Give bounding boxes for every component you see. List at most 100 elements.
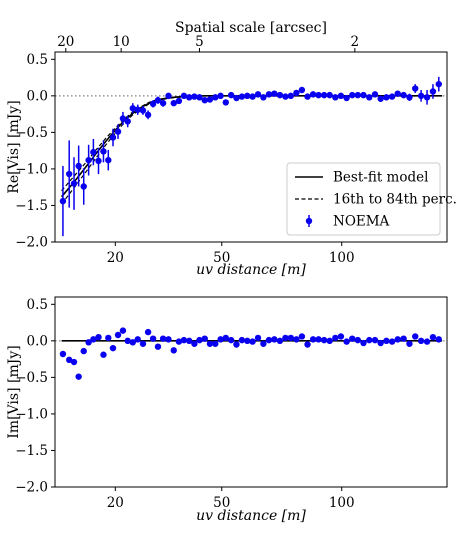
data-point <box>80 183 87 190</box>
legend: Best-fit model 16th to 84th perc. NOEMA <box>286 162 457 236</box>
secondary-x-axis-label: Spatial scale [arcsec] <box>175 20 327 36</box>
data-point <box>406 94 413 101</box>
data-point <box>249 93 256 100</box>
y-tick-label: −0.5 <box>15 125 48 141</box>
plot-frame <box>54 51 448 243</box>
legend-box <box>286 162 441 236</box>
data-point <box>366 94 373 101</box>
data-point <box>212 94 219 101</box>
data-point <box>429 88 437 95</box>
data-point <box>90 336 97 343</box>
data-point <box>206 340 214 347</box>
data-point <box>282 334 289 342</box>
x-tick-label: 100 <box>329 495 355 511</box>
data-point <box>417 337 425 345</box>
data-point <box>75 373 82 380</box>
top-panel: 0.5 0.0 −0.5 −1.0 −1.5 −2.0 20 50 100 uv distance… <box>6 20 457 278</box>
data-point <box>412 333 419 340</box>
data-point <box>206 96 214 103</box>
data-point <box>435 336 442 343</box>
data-point <box>165 336 172 343</box>
data-point <box>139 340 147 347</box>
legend-label: NOEMA <box>333 214 390 230</box>
data-point <box>349 335 356 342</box>
data-point <box>222 334 229 342</box>
data-point <box>227 336 235 344</box>
data-point <box>100 351 107 358</box>
x-axis-label: uv distance [m] <box>196 262 306 278</box>
data-point <box>265 91 273 98</box>
data-point <box>201 335 208 342</box>
data-point <box>260 94 267 101</box>
y-tick-label: 0.0 <box>27 88 48 104</box>
data-point <box>70 180 78 187</box>
data-point <box>124 118 131 125</box>
data-point <box>293 89 300 97</box>
data-point <box>326 337 333 345</box>
data-point <box>180 92 188 100</box>
data-point <box>254 91 262 98</box>
legend-label: 16th to 84th perc. <box>333 192 457 208</box>
data-point <box>337 333 345 340</box>
secondary-x-tick-label: 10 <box>113 34 130 50</box>
data-point <box>222 99 229 106</box>
data-point <box>238 93 246 100</box>
data-point <box>119 327 127 334</box>
data-point <box>271 90 278 97</box>
bottom-panel: 0.5 0.0 −0.5 −1.0 −1.5 −2.0 20 50 100 uv distance… <box>6 296 448 524</box>
data-point <box>100 148 107 155</box>
legend-label: Best-fit model <box>333 170 428 186</box>
y-tick-label: −1.5 <box>15 198 48 214</box>
legend-marker-point <box>305 217 313 225</box>
data-point <box>105 156 112 164</box>
data-point <box>154 343 162 350</box>
data-point <box>217 336 224 343</box>
data-point <box>85 156 92 164</box>
data-point <box>134 106 141 113</box>
data-point <box>394 90 401 97</box>
data-point <box>417 92 425 100</box>
data-point <box>170 99 177 107</box>
data-point <box>59 197 67 205</box>
y-tick-label: 0.0 <box>27 333 48 349</box>
data-point <box>159 99 167 107</box>
data-point <box>65 356 73 364</box>
data-point <box>366 336 373 344</box>
data-point <box>343 94 350 102</box>
data-point <box>254 334 262 342</box>
data-point <box>119 115 127 122</box>
data-point <box>233 341 240 348</box>
data-point <box>191 340 198 347</box>
data-point <box>180 336 188 344</box>
secondary-x-tick-label: 2 <box>351 34 360 50</box>
data-point <box>201 97 208 104</box>
data-point <box>406 340 413 347</box>
data-point <box>360 339 367 347</box>
data-point <box>191 93 198 100</box>
data-point <box>175 338 183 345</box>
data-point <box>315 91 322 99</box>
data-point <box>400 335 407 342</box>
data-point <box>429 333 437 341</box>
data-point <box>129 105 136 112</box>
data-point <box>282 93 289 100</box>
data-point <box>320 336 328 344</box>
data-point <box>315 336 322 343</box>
data-point <box>134 336 141 343</box>
y-axis-label: Im[Vis] [mJy] <box>6 345 22 438</box>
y-tick-label: 0.5 <box>27 297 48 313</box>
data-point <box>114 128 122 135</box>
y-tick-label: 0.5 <box>27 52 48 68</box>
data-point <box>383 337 390 345</box>
x-tick-label: 50 <box>213 250 230 266</box>
data-point <box>435 80 442 88</box>
data-point <box>287 92 295 100</box>
data-point <box>349 91 356 99</box>
data-point <box>412 85 419 92</box>
x-axis-label: uv distance [m] <box>196 508 306 524</box>
x-tick-label: 20 <box>107 495 124 511</box>
data-point <box>80 347 87 355</box>
data-point <box>371 91 379 98</box>
data-point <box>109 134 117 141</box>
data-point <box>332 94 339 101</box>
